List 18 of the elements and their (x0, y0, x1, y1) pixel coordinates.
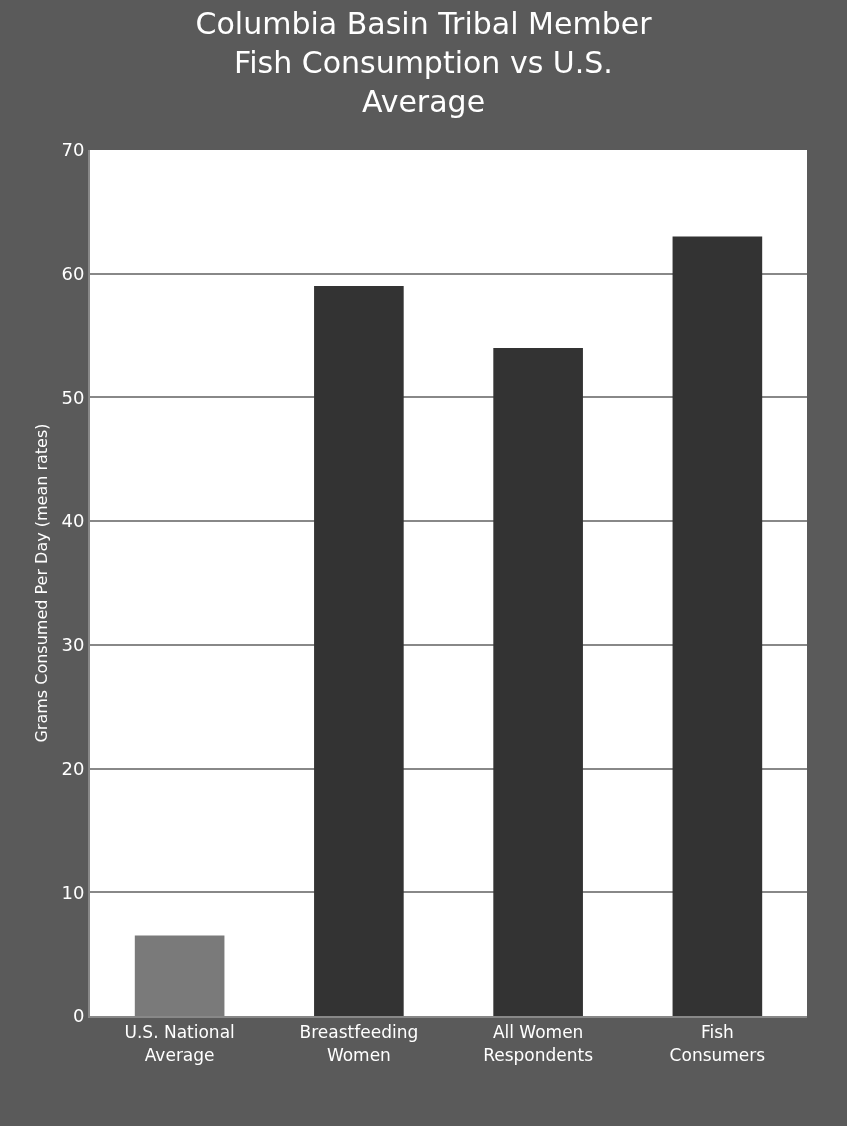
y-tick-label: 60 (61, 263, 85, 285)
y-tick-label: 30 (61, 634, 85, 656)
y-tick-label: 10 (61, 881, 85, 903)
x-tick-label: Fish Consumers (669, 1022, 766, 1065)
bar (134, 935, 225, 1016)
x-tick-label: All Women Respondents (483, 1022, 594, 1065)
x-tick-label: U.S. National Average (124, 1022, 235, 1065)
y-axis-title: Grams Consumed Per Day (mean rates) (32, 423, 51, 743)
y-tick-label: 20 (61, 757, 85, 779)
y-tick-label: 70 (61, 139, 85, 161)
y-tick-label: 50 (61, 386, 85, 408)
y-tick-label: 40 (61, 510, 85, 532)
x-tick-label: Breastfeeding Women (299, 1022, 419, 1065)
chart-title: Columbia Basin Tribal Member Fish Consumption vs U.S. Average (195, 5, 653, 119)
y-tick-label: 0 (72, 1005, 85, 1027)
bar (672, 236, 763, 1016)
bar (493, 347, 583, 1016)
bar (314, 286, 404, 1016)
